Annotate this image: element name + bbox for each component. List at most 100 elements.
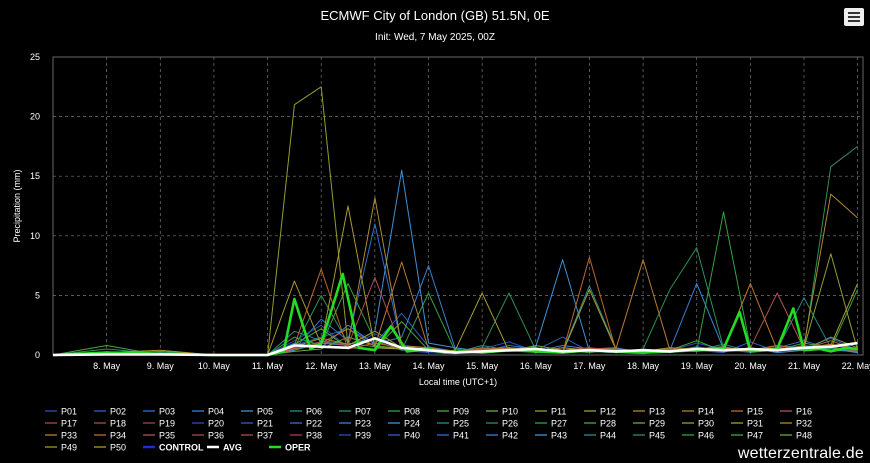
legend-item-p47[interactable]: P47 — [731, 431, 763, 441]
legend-item-p36[interactable]: P36 — [192, 431, 224, 441]
legend-item-p39[interactable]: P39 — [339, 431, 371, 441]
legend-item-p14[interactable]: P14 — [682, 407, 714, 417]
legend-label: P39 — [355, 431, 371, 441]
legend-item-p35[interactable]: P35 — [143, 431, 175, 441]
x-tick-label: 13. May — [359, 361, 392, 371]
legend-item-p05[interactable]: P05 — [241, 407, 273, 417]
y-tick-label: 5 — [35, 290, 40, 300]
legend-label: P19 — [159, 419, 175, 429]
y-tick-label: 10 — [30, 231, 40, 241]
legend-item-oper[interactable]: OPER — [269, 443, 311, 453]
legend-item-p04[interactable]: P04 — [192, 407, 224, 417]
legend-item-control[interactable]: CONTROL — [143, 443, 204, 453]
legend-label: P28 — [600, 419, 616, 429]
legend-label: P04 — [208, 407, 224, 417]
legend-label: P10 — [502, 407, 518, 417]
y-tick-label: 15 — [30, 171, 40, 181]
legend-label: P24 — [404, 419, 420, 429]
legend-item-p48[interactable]: P48 — [780, 431, 812, 441]
x-tick-label: 9. May — [147, 361, 175, 371]
series-layer — [52, 86, 859, 357]
legend-item-p50[interactable]: P50 — [94, 443, 126, 453]
legend-label: P05 — [257, 407, 273, 417]
legend-item-avg[interactable]: AVG — [207, 443, 242, 453]
legend-item-p09[interactable]: P09 — [437, 407, 469, 417]
legend-label: P45 — [649, 431, 665, 441]
legend-label: P07 — [355, 407, 371, 417]
legend-item-p38[interactable]: P38 — [290, 431, 322, 441]
legend-item-p10[interactable]: P10 — [486, 407, 518, 417]
legend-label: P03 — [159, 407, 175, 417]
series-line-oper — [52, 272, 858, 357]
legend-label: P18 — [110, 419, 126, 429]
legend-label: P09 — [453, 407, 469, 417]
legend-item-p03[interactable]: P03 — [143, 407, 175, 417]
series-line-p07 — [52, 146, 858, 356]
axis-layer: 0 5 10 15 20 25 8. May 9. May 10. May 11. May 12. … — [30, 52, 870, 371]
legend-item-p40[interactable]: P40 — [388, 431, 420, 441]
legend-label: P20 — [208, 419, 224, 429]
legend-label: P41 — [453, 431, 469, 441]
legend-label: P29 — [649, 419, 665, 429]
hamburger-menu-icon[interactable] — [844, 8, 864, 26]
legend-item-p33[interactable]: P33 — [45, 431, 77, 441]
legend-label: P34 — [110, 431, 126, 441]
legend-label: P42 — [502, 431, 518, 441]
legend-label: P33 — [61, 431, 77, 441]
legend-item-p30[interactable]: P30 — [682, 419, 714, 429]
legend-item-p13[interactable]: P13 — [633, 407, 665, 417]
x-tick-label: 14. May — [412, 361, 445, 371]
legend-item-p27[interactable]: P27 — [535, 419, 567, 429]
legend-label: P47 — [747, 431, 763, 441]
legend-item-p21[interactable]: P21 — [241, 419, 273, 429]
legend-label: P22 — [306, 419, 322, 429]
legend-item-p18[interactable]: P18 — [94, 419, 126, 429]
legend-item-p12[interactable]: P12 — [584, 407, 616, 417]
legend-item-p19[interactable]: P19 — [143, 419, 175, 429]
legend-item-p24[interactable]: P24 — [388, 419, 420, 429]
y-tick-label: 20 — [30, 112, 40, 122]
x-tick-label: 19. May — [681, 361, 714, 371]
y-axis-label: Precipitation (mm) — [12, 169, 22, 242]
legend-item-p01[interactable]: P01 — [45, 407, 77, 417]
legend-item-p02[interactable]: P02 — [94, 407, 126, 417]
legend-label: P27 — [551, 419, 567, 429]
legend-label: P25 — [453, 419, 469, 429]
legend-label: P35 — [159, 431, 175, 441]
legend-item-p25[interactable]: P25 — [437, 419, 469, 429]
legend-item-p23[interactable]: P23 — [339, 419, 371, 429]
legend-item-p15[interactable]: P15 — [731, 407, 763, 417]
x-tick-label: 12. May — [305, 361, 338, 371]
y-tick-label: 0 — [35, 350, 40, 360]
legend-label: AVG — [223, 443, 242, 453]
legend-item-p06[interactable]: P06 — [290, 407, 322, 417]
site-logo[interactable]: wetterzentrale.de — [737, 445, 864, 462]
legend-item-p32[interactable]: P32 — [780, 419, 812, 429]
legend-item-p26[interactable]: P26 — [486, 419, 518, 429]
legend-item-p11[interactable]: P11 — [535, 407, 566, 417]
legend-item-p41[interactable]: P41 — [437, 431, 469, 441]
legend-item-p22[interactable]: P22 — [290, 419, 322, 429]
legend-item-p17[interactable]: P17 — [45, 419, 77, 429]
legend-item-p07[interactable]: P07 — [339, 407, 371, 417]
legend-item-p16[interactable]: P16 — [780, 407, 812, 417]
legend-item-p29[interactable]: P29 — [633, 419, 665, 429]
legend-item-p49[interactable]: P49 — [45, 443, 77, 453]
legend-item-p45[interactable]: P45 — [633, 431, 665, 441]
x-tick-label: 18. May — [627, 361, 660, 371]
legend-item-p28[interactable]: P28 — [584, 419, 616, 429]
legend-item-p37[interactable]: P37 — [241, 431, 273, 441]
legend-item-p31[interactable]: P31 — [731, 419, 763, 429]
legend-label: P02 — [110, 407, 126, 417]
legend-label: P14 — [698, 407, 714, 417]
x-tick-label: 15. May — [466, 361, 499, 371]
x-tick-label: 10. May — [198, 361, 231, 371]
legend-item-p20[interactable]: P20 — [192, 419, 224, 429]
legend-item-p46[interactable]: P46 — [682, 431, 714, 441]
legend-item-p42[interactable]: P42 — [486, 431, 518, 441]
legend-item-p43[interactable]: P43 — [535, 431, 567, 441]
legend-item-p44[interactable]: P44 — [584, 431, 616, 441]
legend-label: P26 — [502, 419, 518, 429]
legend-item-p34[interactable]: P34 — [94, 431, 126, 441]
legend-item-p08[interactable]: P08 — [388, 407, 420, 417]
